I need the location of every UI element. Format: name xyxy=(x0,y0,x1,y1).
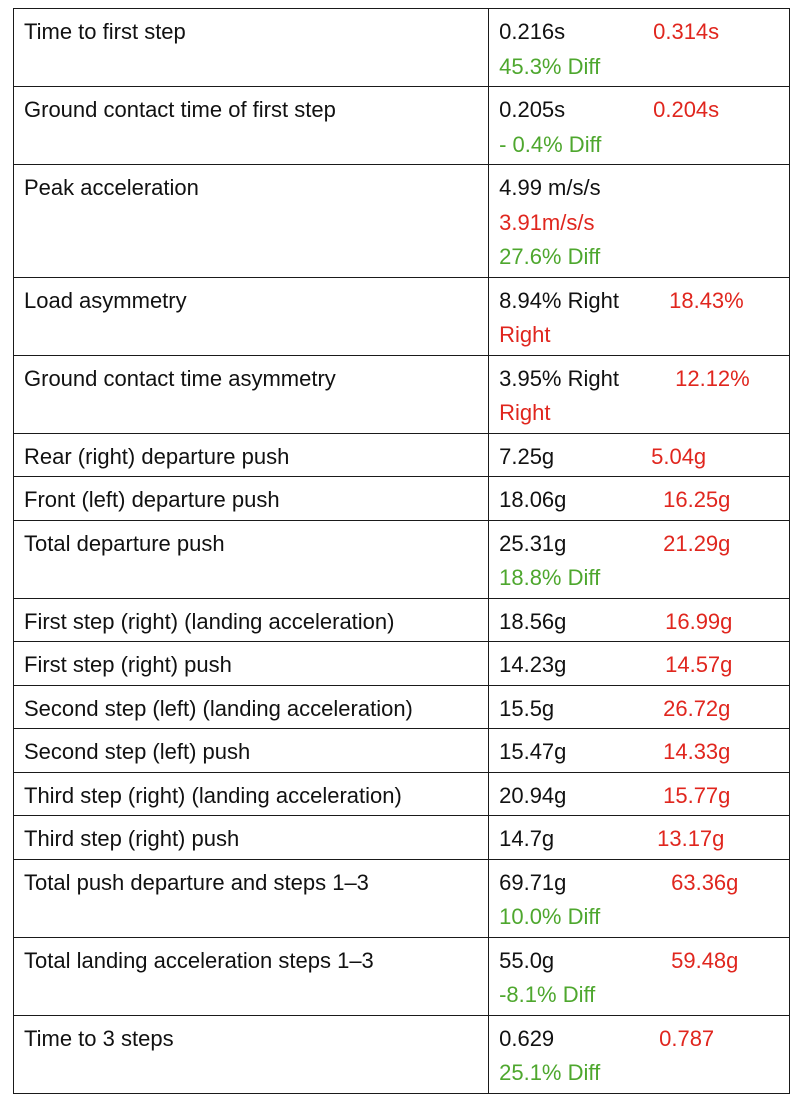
metric-values: 18.06g 16.25g xyxy=(488,476,790,521)
metric-label: Third step (right) push xyxy=(12,815,490,860)
value-b: 15.77g xyxy=(663,782,731,808)
table-row: Third step (right) (landing acceleration… xyxy=(12,771,790,816)
value-b: 63.36g xyxy=(671,869,739,895)
table-row: Peak acceleration 4.99 m/s/s 3.91m/s/s 2… xyxy=(12,164,790,278)
table-row: Total push departure and steps 1–3 69.71… xyxy=(12,858,790,938)
table-row: Third step (right) push 14.7g 13.17g xyxy=(12,815,790,860)
value-b: 12.12% xyxy=(675,365,750,391)
value-a: 7.25g xyxy=(499,443,555,469)
table-row: Total landing acceleration steps 1–3 55.… xyxy=(12,936,790,1016)
diff-value: 10.0% Diff xyxy=(499,904,601,929)
metric-values: 20.94g 15.77g xyxy=(488,771,790,816)
metric-values: 15.5g 26.72g xyxy=(488,684,790,729)
value-b: 5.04g xyxy=(651,443,707,469)
value-b: 18.43% xyxy=(669,287,744,313)
value-b: 14.57g xyxy=(665,652,733,677)
diff-value: -8.1% Diff xyxy=(499,982,596,1007)
metric-values: 3.95% Right 12.12% Right xyxy=(488,354,790,434)
metric-values: 14.23g 14.57g xyxy=(488,641,790,686)
metric-label: Time to 3 steps xyxy=(12,1014,490,1094)
value-b: 21.29g xyxy=(663,530,731,556)
value-b: 14.33g xyxy=(663,739,731,764)
value-b: 13.17g xyxy=(657,826,725,851)
metric-label: First step (right) (landing acceleration… xyxy=(12,597,490,642)
value-b: 26.72g xyxy=(663,695,731,721)
metric-label: First step (right) push xyxy=(12,641,490,686)
table-row: Load asymmetry 8.94% Right 18.43% Right xyxy=(12,276,790,356)
diff-value: 25.1% Diff xyxy=(499,1060,601,1085)
table-row: Second step (left) (landing acceleration… xyxy=(12,684,790,729)
value-b: 16.25g xyxy=(663,487,731,512)
diff-value: 18.8% Diff xyxy=(499,565,601,590)
value-a: 8.94% Right xyxy=(499,287,619,313)
metric-label: Second step (left) (landing acceleration… xyxy=(12,684,490,729)
metric-label: Rear (right) departure push xyxy=(12,432,490,477)
value-a: 3.95% Right xyxy=(499,365,619,391)
metric-values: 4.99 m/s/s 3.91m/s/s 27.6% Diff xyxy=(488,164,790,278)
table-row: First step (right) (landing acceleration… xyxy=(12,597,790,642)
value-a: 0.205s xyxy=(499,97,566,122)
metric-values: 15.47g 14.33g xyxy=(488,728,790,773)
value-b-wrap: Right xyxy=(499,400,551,425)
metric-label: Total departure push xyxy=(12,519,490,599)
metric-label: Time to first step xyxy=(12,8,490,87)
metric-label: Ground contact time asymmetry xyxy=(12,354,490,434)
diff-value: 45.3% Diff xyxy=(499,53,601,79)
value-b: 16.99g xyxy=(665,608,733,634)
value-b: 59.48g xyxy=(671,947,739,973)
value-a: 14.23g xyxy=(499,652,567,677)
value-a: 18.56g xyxy=(499,608,567,634)
table-row: Rear (right) departure push 7.25g 5.04g xyxy=(12,432,790,477)
table-row: First step (right) push 14.23g 14.57g xyxy=(12,641,790,686)
table-row: Time to 3 steps 0.629 0.787 25.1% Diff xyxy=(12,1014,790,1094)
value-b: 0.787 xyxy=(659,1025,715,1051)
value-a: 15.5g xyxy=(499,695,555,721)
value-a: 69.71g xyxy=(499,869,567,895)
metric-label: Peak acceleration xyxy=(12,164,490,278)
table-row: Total departure push 25.31g 21.29g 18.8% … xyxy=(12,519,790,599)
metric-values: 69.71g 63.36g 10.0% Diff xyxy=(488,858,790,938)
value-b: 3.91m/s/s xyxy=(499,209,595,235)
value-a: 20.94g xyxy=(499,782,567,808)
metric-values: 0.629 0.787 25.1% Diff xyxy=(488,1014,790,1094)
value-a: 18.06g xyxy=(499,487,567,512)
metric-label: Front (left) departure push xyxy=(12,476,490,521)
value-a: 0.629 xyxy=(499,1025,555,1051)
value-a: 4.99 m/s/s xyxy=(499,175,601,200)
value-a: 0.216s xyxy=(499,19,566,44)
metric-values: 14.7g 13.17g xyxy=(488,815,790,860)
metric-label: Third step (right) (landing acceleration… xyxy=(12,771,490,816)
metric-values: 55.0g 59.48g -8.1% Diff xyxy=(488,936,790,1016)
table-row: Time to first step 0.216s 0.314s 45.3% Di… xyxy=(12,8,790,87)
metric-values: 0.216s 0.314s 45.3% Diff xyxy=(488,8,790,87)
metric-values: 18.56g 16.99g xyxy=(488,597,790,642)
diff-value: - 0.4% Diff xyxy=(499,131,602,157)
value-b: 0.204s xyxy=(653,97,720,122)
metric-label: Total landing acceleration steps 1–3 xyxy=(12,936,490,1016)
table-row: Ground contact time asymmetry 3.95% Righ… xyxy=(12,354,790,434)
metrics-table: Time to first step 0.216s 0.314s 45.3% Di… xyxy=(12,8,790,1094)
metric-label: Total push departure and steps 1–3 xyxy=(12,858,490,938)
diff-value: 27.6% Diff xyxy=(499,244,601,269)
metric-label: Load asymmetry xyxy=(12,276,490,356)
value-a: 14.7g xyxy=(499,826,555,851)
metric-values: 0.205s 0.204s - 0.4% Diff xyxy=(488,86,790,165)
value-a: 15.47g xyxy=(499,739,567,764)
table-row: Front (left) departure push 18.06g 16.25g xyxy=(12,476,790,521)
metric-label: Ground contact time of first step xyxy=(12,86,490,165)
metric-values: 8.94% Right 18.43% Right xyxy=(488,276,790,356)
metric-values: 7.25g 5.04g xyxy=(488,432,790,477)
value-b-wrap: Right xyxy=(499,322,551,347)
value-b: 0.314s xyxy=(653,19,720,44)
table-row: Ground contact time of first step 0.205s… xyxy=(12,86,790,165)
metric-values: 25.31g 21.29g 18.8% Diff xyxy=(488,519,790,599)
metric-label: Second step (left) push xyxy=(12,728,490,773)
table-row: Second step (left) push 15.47g 14.33g xyxy=(12,728,790,773)
value-a: 25.31g xyxy=(499,530,567,556)
